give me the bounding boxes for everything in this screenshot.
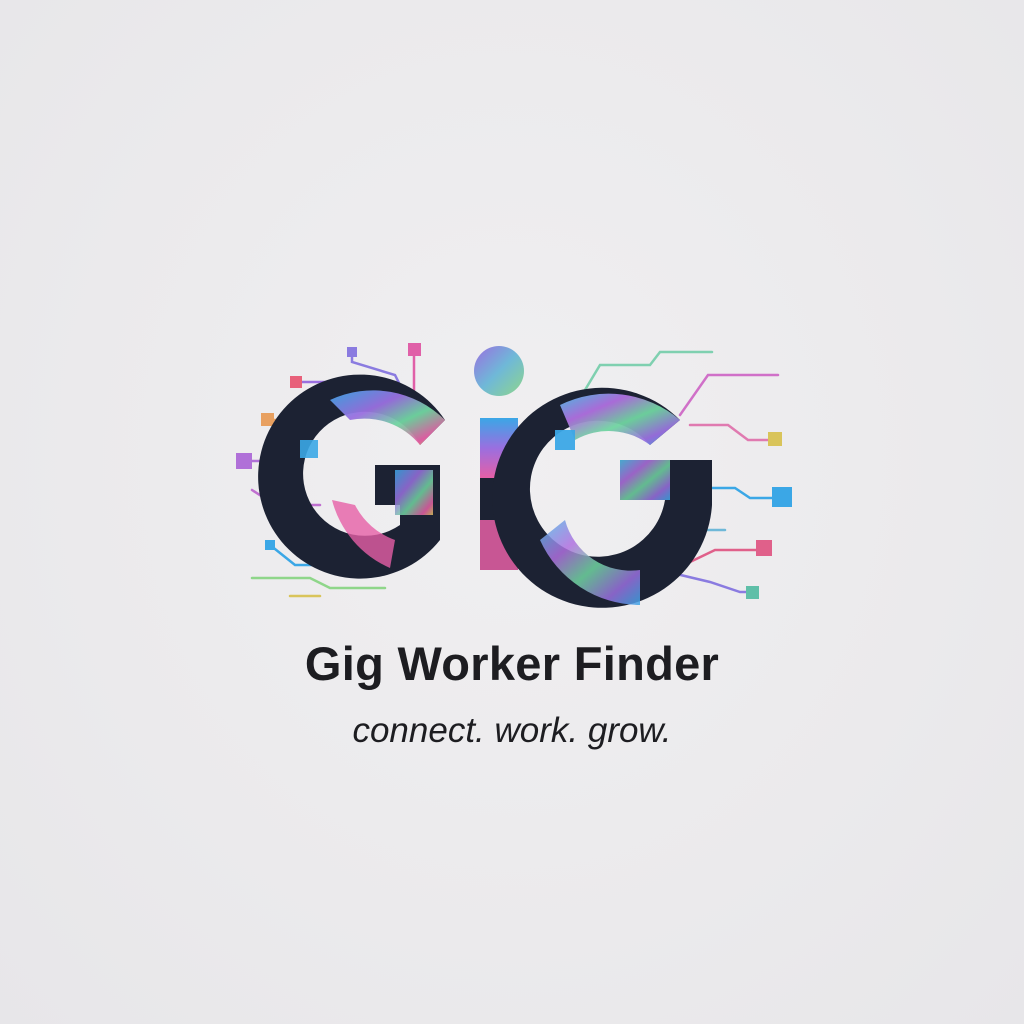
- letter-g-left: [258, 374, 445, 579]
- brand-name: Gig Worker Finder: [304, 637, 720, 690]
- letter-g-right: [492, 387, 712, 608]
- right-circuit-nodes: [746, 432, 792, 599]
- left-circuit-nodes: [236, 343, 421, 550]
- tagline: connect. work. grow.: [352, 711, 672, 750]
